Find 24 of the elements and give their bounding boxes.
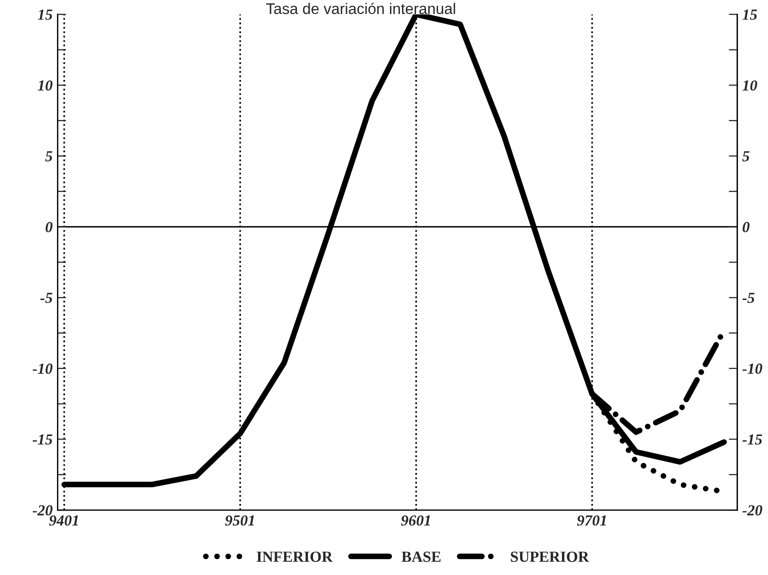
y2-tick-label: 15 <box>742 10 758 20</box>
y-tick-label: 15 <box>38 10 52 20</box>
legend-label: INFERIOR <box>256 552 333 562</box>
chart-title: Tasa de variación interanual <box>266 2 456 14</box>
y2-tick-label: 5 <box>742 151 750 162</box>
y-tick-label: -5 <box>40 292 52 304</box>
legend-label: SUPERIOR <box>510 552 590 562</box>
y-tick-label: 0 <box>46 222 52 232</box>
y2-tick-label: 10 <box>742 80 758 91</box>
y-tick-label: 10 <box>38 80 52 91</box>
y2-tick-label: -10 <box>742 364 762 374</box>
x-tick-label: 9701 <box>577 515 606 526</box>
y-tick-label: -20 <box>32 505 52 516</box>
x-tick-label: 9501 <box>225 515 254 526</box>
y2-tick-label: -20 <box>742 505 762 516</box>
y2-tick-label: -15 <box>742 434 762 445</box>
legend-label: BASE <box>402 552 441 562</box>
y-tick-label: 5 <box>45 151 52 162</box>
x-tick-label: 9401 <box>49 515 78 526</box>
y-tick-label: -10 <box>32 364 52 374</box>
y2-tick-label: -5 <box>742 292 754 304</box>
x-tick-label: 9601 <box>401 515 430 526</box>
y-tick-label: -15 <box>32 434 52 445</box>
y2-tick-label: 0 <box>742 222 750 232</box>
